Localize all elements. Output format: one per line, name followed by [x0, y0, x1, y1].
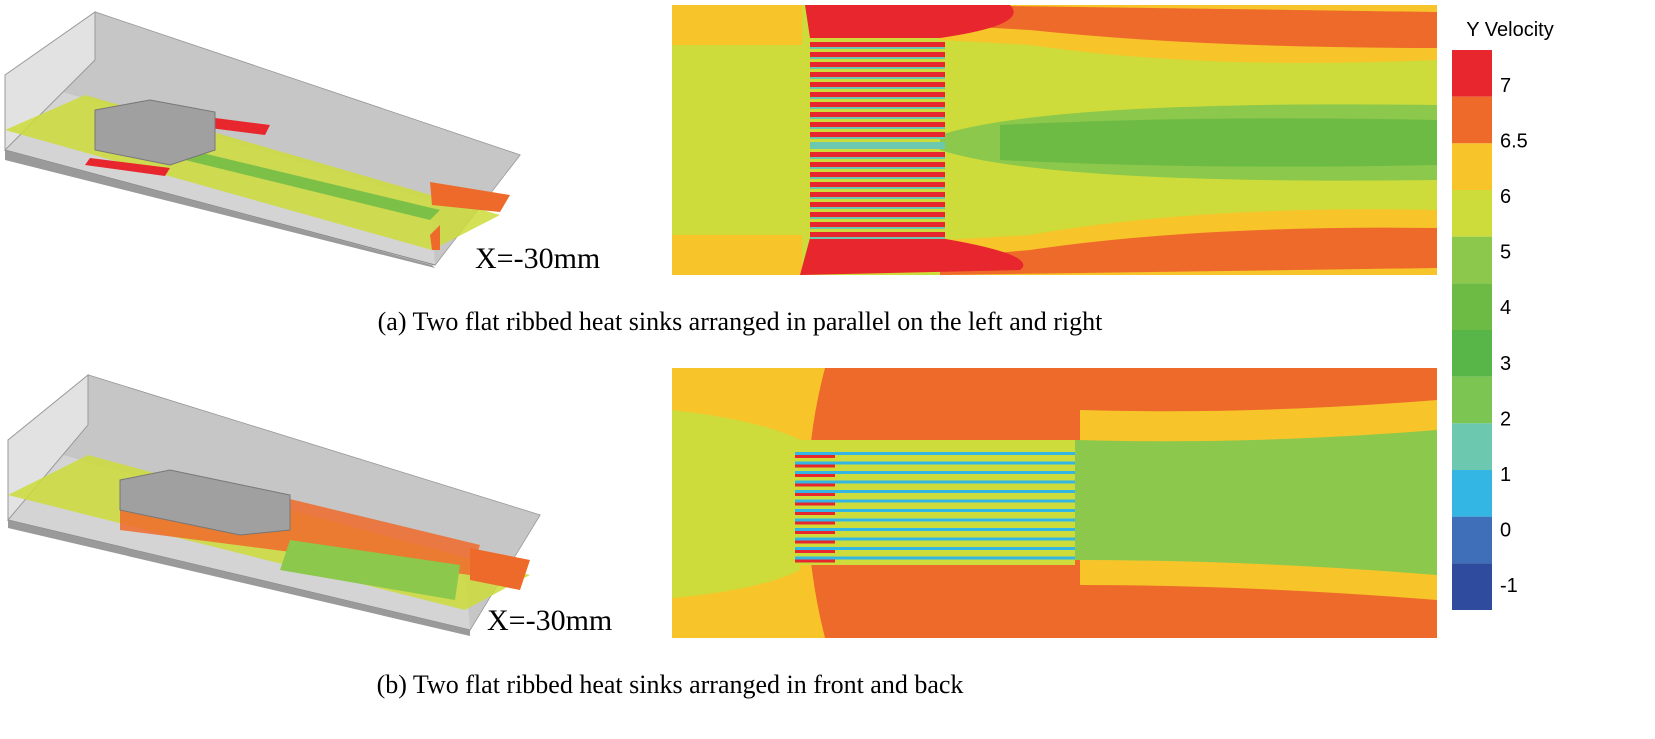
fin	[810, 167, 945, 169]
fin	[810, 97, 945, 99]
colorbar-band	[1452, 376, 1492, 424]
fin	[810, 57, 945, 59]
colorbar-band	[1452, 96, 1492, 144]
colorbar-tick-label: 3	[1500, 353, 1511, 375]
fin-flow	[810, 82, 945, 87]
colorbar-band	[1452, 143, 1492, 190]
fin-flow	[795, 547, 1075, 550]
colorbar-tick-label: -1	[1500, 575, 1518, 597]
colorbar-band	[1452, 236, 1492, 284]
fin	[810, 77, 945, 79]
colorbar-band	[1452, 470, 1492, 517]
fin-flow	[795, 518, 1075, 522]
fin-flow	[810, 152, 945, 157]
fin-flow	[795, 521, 835, 525]
fin	[810, 67, 945, 69]
fin-flow	[810, 162, 945, 167]
fin-flow	[795, 452, 1075, 455]
fin-flow	[810, 52, 945, 57]
fin-flow	[795, 474, 835, 477]
colorbar-tick-label: 6	[1500, 186, 1511, 208]
colorbar-tick-label: 1	[1500, 464, 1511, 486]
section-label: X=-30mm	[475, 242, 600, 275]
fin-flow	[810, 222, 945, 227]
fin-flow	[810, 182, 945, 187]
fin	[810, 157, 945, 159]
colorbar-title: Y Velocity	[1466, 19, 1553, 41]
colorbar-tick-label: 5	[1500, 242, 1511, 264]
fin-flow	[810, 72, 945, 77]
fin	[810, 107, 945, 109]
caption: (a) Two flat ribbed heat sinks arranged …	[378, 307, 1104, 336]
fin	[810, 187, 945, 189]
fin	[810, 177, 945, 179]
fin-flow	[810, 92, 945, 97]
colorbar-band	[1452, 190, 1492, 237]
fin	[810, 237, 945, 239]
fin	[810, 217, 945, 219]
fin-flow	[810, 232, 945, 237]
fin-flow	[795, 540, 835, 544]
fin-flow	[810, 192, 945, 197]
colorbar-band	[1452, 283, 1492, 330]
fin-flow	[795, 480, 1075, 484]
colorbar-tick-label: 0	[1500, 519, 1511, 541]
fin-flow	[795, 471, 1075, 474]
fin-flow	[795, 512, 835, 515]
colorbar-tick-label: 2	[1500, 408, 1511, 430]
fin-flow	[810, 62, 945, 67]
fin-flow	[795, 464, 835, 468]
section-label: X=-30mm	[487, 604, 612, 637]
colorbar-band	[1452, 516, 1492, 564]
fin-flow	[795, 537, 1075, 541]
fin-flow	[795, 499, 1075, 503]
fin-flow	[795, 531, 835, 534]
fin-flow	[795, 509, 1075, 512]
fin	[810, 207, 945, 209]
colorbar-tick-label: 6.5	[1500, 131, 1528, 153]
fin-flow	[810, 122, 945, 127]
fin-flow	[795, 528, 1075, 531]
fin	[810, 227, 945, 229]
caption: (b) Two flat ribbed heat sinks arranged …	[377, 670, 964, 699]
fin	[810, 147, 945, 149]
model-a	[4, 11, 521, 268]
fin	[810, 47, 945, 49]
fin	[810, 137, 945, 139]
fin-flow	[810, 102, 945, 107]
fin-flow	[810, 212, 945, 217]
fin-flow	[795, 455, 835, 458]
fin-flow	[810, 112, 945, 117]
fin-flow	[810, 42, 945, 47]
fin-flow	[795, 559, 835, 563]
colorbar-tick-label: 4	[1500, 297, 1511, 319]
fin-flow	[810, 202, 945, 207]
fin-flow	[795, 483, 835, 487]
fin-flow	[810, 142, 945, 147]
colorbar-band	[1452, 50, 1492, 97]
fin-flow	[795, 556, 1075, 560]
fin	[810, 87, 945, 89]
fin	[810, 117, 945, 119]
fin-flow	[795, 502, 835, 506]
fin	[810, 197, 945, 199]
colorbar-tick-label: 7	[1500, 75, 1511, 97]
fin-flow	[795, 490, 1075, 493]
fin-flow	[795, 493, 835, 496]
contour-a	[672, 5, 1437, 275]
colorbar: 7 6.5 6 5 4 3 2 1 0 -1	[1452, 50, 1528, 610]
colorbar-band	[1452, 563, 1492, 610]
model-b	[7, 373, 541, 636]
fin-flow	[795, 550, 835, 553]
contour-b	[672, 368, 1437, 638]
colorbar-band	[1452, 330, 1492, 377]
fin	[810, 127, 945, 129]
fin-flow	[810, 132, 945, 137]
colorbar-band	[1452, 423, 1492, 470]
fin-flow	[810, 172, 945, 177]
fin-flow	[795, 461, 1075, 465]
